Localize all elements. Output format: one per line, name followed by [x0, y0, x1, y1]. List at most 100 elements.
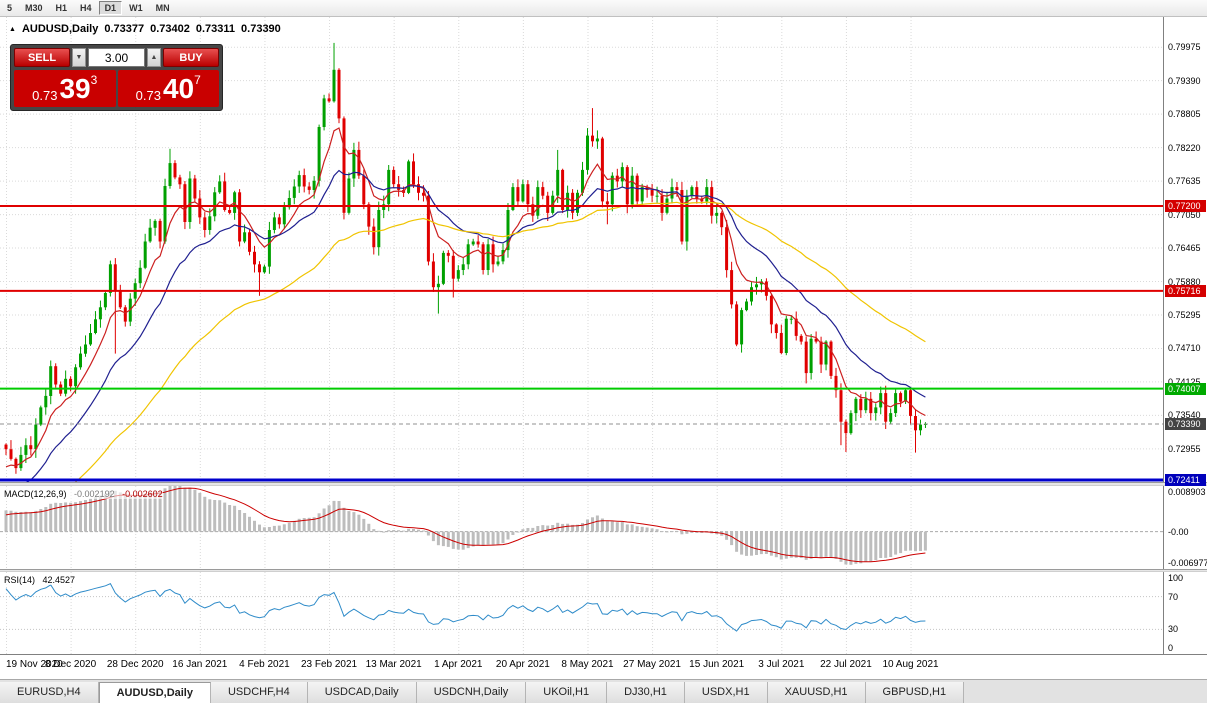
macd-tick-label: -0.006977: [1168, 558, 1207, 568]
tab-xauusd-h1[interactable]: XAUUSD,H1: [767, 682, 866, 703]
rsi-panel-canvas[interactable]: [0, 572, 1163, 654]
buy-price-big-digits: 40: [162, 73, 195, 104]
rsi-name-label: RSI(14): [4, 575, 36, 585]
date-label: 20 Apr 2021: [495, 659, 550, 670]
current-price-badge: 0.73390: [1165, 417, 1206, 430]
price-tick-label: 0.77635: [1168, 176, 1201, 187]
tab-usdchf-h4[interactable]: USDCHF,H4: [210, 682, 308, 703]
tab-dj30-h1[interactable]: DJ30,H1: [607, 682, 685, 703]
date-label: 10 Aug 2021: [882, 659, 939, 670]
tab-audusd-daily[interactable]: AUDUSD,Daily: [98, 682, 211, 703]
rsi-line: [5, 583, 926, 632]
price-tick-label: 0.73540: [1168, 410, 1201, 421]
price-axis[interactable]: 0.79975 0.79390 0.78805 0.78220 0.77635 0.770…: [1163, 17, 1207, 486]
buy-price-display[interactable]: 0.73 40 7: [117, 70, 219, 107]
date-label: 28 Dec 2020: [106, 659, 164, 670]
date-label: 22 Jul 2021: [820, 659, 872, 670]
tab-ukoil-h1[interactable]: UKOil,H1: [526, 682, 608, 703]
ohlc-open-value: 0.73377: [104, 23, 145, 35]
candles-layer: [4, 42, 927, 474]
price-line-badge: 0.74007: [1165, 382, 1206, 395]
chart-window: [0, 17, 1163, 654]
tab-usdcnh-daily[interactable]: USDCNH,Daily: [416, 682, 527, 703]
tab-usdx-h1[interactable]: USDX,H1: [684, 682, 768, 703]
one-click-collapse-icon[interactable]: ▲: [9, 25, 16, 33]
triangle-down-icon: ▼: [75, 54, 83, 61]
triangle-up-icon: ▲: [150, 54, 158, 61]
buy-price-prefix: 0.73: [135, 88, 161, 103]
chart-tab-bar: EURUSD,H4 AUDUSD,Daily USDCHF,H4 USDCAD,Dai…: [0, 679, 1207, 703]
panel-splitter[interactable]: [0, 569, 1207, 572]
volume-increase-button[interactable]: ▲: [147, 48, 161, 67]
rsi-axis: 100 70 30 0: [1163, 572, 1207, 654]
price-tick-label: 0.74125: [1168, 377, 1201, 387]
date-label: 19 Nov 2020: [6, 659, 63, 670]
tab-usdcad-daily[interactable]: USDCAD,Daily: [307, 682, 417, 703]
date-label: 16 Jan 2021: [172, 659, 228, 670]
time-axis[interactable]: 19 Nov 2020 8 Dec 2020 28 Dec 2020 16 Jan 2…: [0, 654, 1207, 679]
ohlc-close-value: 0.73390: [241, 23, 281, 35]
sell-button[interactable]: SELL: [14, 48, 70, 67]
timeframe-button-w1[interactable]: W1: [123, 1, 149, 15]
one-click-trading-panel: SELL ▼ ▲ BUY 0.73 39 3 0.73 40 7: [10, 44, 223, 111]
date-label: 15 Jun 2021: [689, 659, 745, 670]
slow-ma: [74, 201, 926, 482]
date-label: 1 Apr 2021: [434, 659, 483, 670]
date-label: 13 Mar 2021: [365, 659, 422, 670]
macd-name-label: MACD(12,26,9): [4, 489, 67, 499]
rsi-tick-label: 0: [1168, 643, 1174, 653]
price-tick-label: 0.79975: [1168, 42, 1201, 53]
price-tick-label: 0.78220: [1168, 142, 1201, 153]
timeframe-button-m30[interactable]: M30: [19, 1, 49, 15]
macd-tick-label: 0.008903: [1168, 487, 1206, 497]
sell-price-big-digits: 39: [59, 73, 91, 104]
price-tick-label: 0.75295: [1168, 309, 1201, 320]
price-tick-label: 0.76465: [1168, 243, 1201, 254]
ohlc-high-value: 0.73402: [150, 23, 190, 35]
date-label: 8 May 2021: [561, 659, 614, 670]
rsi-tick-label: 100: [1168, 573, 1184, 583]
sell-price-prefix: 0.73: [32, 88, 58, 103]
tab-gbpusd-h1[interactable]: GBPUSD,H1: [865, 682, 965, 703]
macd-panel-canvas[interactable]: [0, 486, 1163, 569]
chart-ohlc-header: ▲ AUDUSD,Daily 0.73377 0.73402 0.73311 0…: [9, 23, 281, 35]
price-tick-label: 0.79390: [1168, 75, 1201, 86]
price-chart-canvas[interactable]: [0, 17, 1163, 482]
rsi-tick-label: 30: [1168, 624, 1179, 635]
macd-indicator-label: MACD(12,26,9) -0.002192 -0.002602: [4, 489, 163, 499]
rsi-value: 42.4527: [42, 575, 76, 585]
price-line-badge: 0.72411: [1165, 473, 1206, 486]
buy-button[interactable]: BUY: [163, 48, 219, 67]
price-tick-label: 0.78805: [1168, 109, 1201, 120]
chart-symbol-period-label: AUDUSD,Daily: [21, 23, 99, 35]
volume-decrease-button[interactable]: ▼: [72, 48, 86, 67]
timeframe-button-mn[interactable]: MN: [150, 1, 176, 15]
tab-eurusd-h4[interactable]: EURUSD,H4: [0, 682, 99, 703]
timeframe-button-h4[interactable]: H4: [74, 1, 98, 15]
sell-price-pipette: 3: [90, 73, 98, 87]
macd-tick-label: -0.00: [1168, 526, 1189, 537]
macd-signal-value: -0.002602: [122, 489, 163, 499]
volume-input[interactable]: [88, 48, 145, 67]
panel-splitter[interactable]: [0, 482, 1207, 486]
timeframe-button-d1[interactable]: D1: [98, 1, 123, 15]
price-tick-label: 0.74710: [1168, 343, 1201, 354]
macd-axis: 0.008903 -0.00 -0.006977: [1163, 486, 1207, 569]
ohlc-low-value: 0.73311: [195, 23, 236, 35]
price-tick-label: 0.75880: [1168, 276, 1201, 287]
buy-price-pipette: 7: [194, 73, 201, 87]
rsi-ind icator-label: RSI(14) 42.4527: [4, 575, 76, 585]
sell-price-display[interactable]: 0.73 39 3: [14, 70, 116, 107]
price-line-badge: 0.77200: [1165, 199, 1206, 212]
fast-ma: [5, 127, 926, 468]
date-label: 23 Feb 2021: [300, 659, 358, 670]
timeframe-button-5[interactable]: 5: [1, 1, 18, 15]
price-line-badge: 0.75716: [1165, 284, 1206, 297]
date-label: 27 May 2021: [623, 659, 682, 670]
date-label: 8 Dec 2020: [45, 659, 97, 670]
timeframe-button-h1[interactable]: H1: [50, 1, 74, 15]
rsi-tick-label: 70: [1168, 591, 1179, 602]
timeframe-toolbar: 5 M30 H1 H4 D1 W1 MN: [0, 0, 1207, 17]
price-tick-label: 0.77050: [1168, 209, 1201, 220]
